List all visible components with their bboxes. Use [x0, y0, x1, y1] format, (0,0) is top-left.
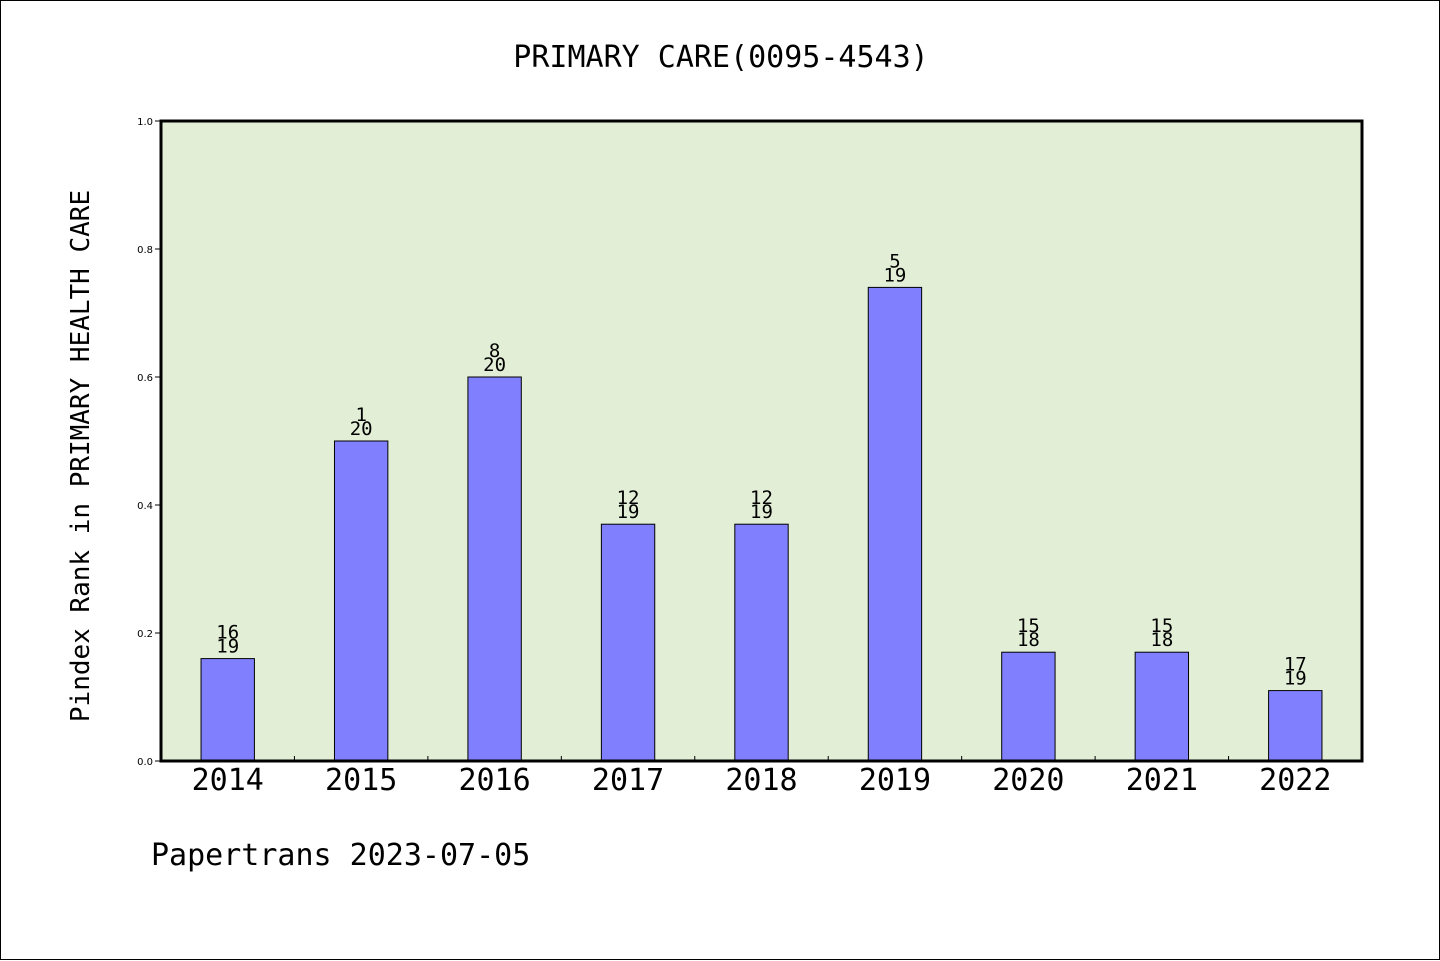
- bar: [867, 286, 923, 762]
- data-label-total: 19: [750, 501, 773, 523]
- data-label-rank: 12: [617, 487, 640, 509]
- x-axis: 2014 2015 2016 2017 2018 2019 2020 2021 2022: [192, 756, 1331, 798]
- bar: [200, 658, 255, 762]
- footer-text: Papertrans 2023-07-05: [151, 838, 530, 873]
- bar: [333, 440, 389, 762]
- x-tick-label: 2021: [1126, 763, 1198, 798]
- bar: [734, 523, 789, 762]
- y-tick-label: 0.4: [137, 501, 153, 512]
- plot-border: [159, 119, 1364, 763]
- chart-title: PRIMARY CARE(0095-4543): [513, 40, 928, 75]
- data-label-total: 19: [883, 264, 906, 286]
- data-label-rank: 1: [355, 404, 366, 426]
- x-tick-label: 2018: [725, 763, 797, 798]
- x-tick-label: 2016: [458, 763, 530, 798]
- data-label-rank: 15: [1017, 615, 1040, 637]
- data-label-rank: 17: [1284, 654, 1307, 676]
- y-axis: 0.0 0.2 0.4 0.6 0.8 1.0: [137, 117, 161, 768]
- data-label-total: 20: [483, 354, 506, 376]
- x-tick-label: 2015: [325, 763, 397, 798]
- bar: [1268, 690, 1323, 762]
- data-label-rank: 5: [889, 250, 900, 272]
- x-tick-label: 2014: [192, 763, 264, 798]
- y-tick-label: 0.6: [137, 373, 153, 384]
- data-label-rank: 15: [1150, 615, 1173, 637]
- x-tick-label: 2017: [592, 763, 664, 798]
- y-axis-label: Pindex Rank in PRIMARY HEALTH CARE: [66, 190, 96, 722]
- x-tick-label: 2020: [992, 763, 1064, 798]
- data-label-total: 19: [1284, 668, 1307, 690]
- y-tick-label: 0.0: [137, 757, 153, 768]
- data-label-total: 18: [1017, 629, 1040, 651]
- y-tick-label: 0.2: [137, 629, 153, 640]
- data-label-total: 19: [617, 501, 640, 523]
- data-label-rank: 16: [216, 622, 239, 644]
- bar: [1134, 651, 1190, 762]
- y-tick-label: 0.8: [137, 245, 153, 256]
- bar: [1001, 651, 1056, 762]
- y-tick-label: 1.0: [137, 117, 153, 128]
- data-label-total: 20: [350, 418, 373, 440]
- x-tick-label: 2019: [859, 763, 931, 798]
- bar: [467, 376, 522, 762]
- data-label-total: 19: [216, 636, 239, 658]
- data-label-rank: 12: [750, 487, 773, 509]
- bar: [600, 523, 656, 762]
- x-tick-label: 2022: [1259, 763, 1331, 798]
- data-label-rank: 8: [489, 340, 500, 362]
- data-label-total: 18: [1150, 629, 1173, 651]
